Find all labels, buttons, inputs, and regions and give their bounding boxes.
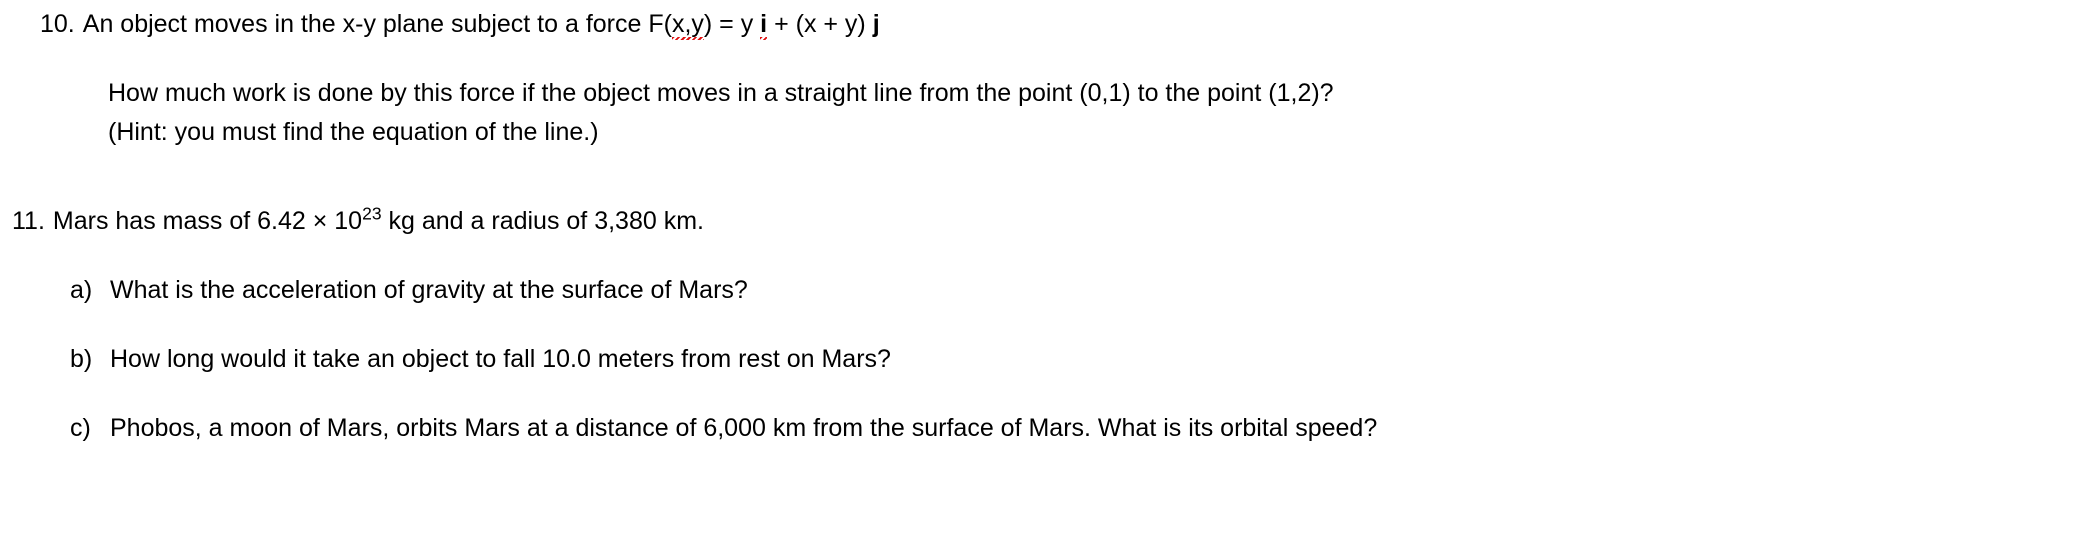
question-11a: a) What is the acceleration of gravity a…	[0, 276, 2100, 305]
document-page: 10. An object moves in the x-y plane sub…	[0, 0, 2100, 443]
vector-i: i	[760, 10, 767, 39]
exponent: 23	[362, 204, 381, 224]
part-text: Phobos, a moon of Mars, orbits Mars at a…	[110, 414, 1377, 443]
question-10-sub: How much work is done by this force if t…	[0, 79, 2100, 108]
question-10-hint: (Hint: you must find the equation of the…	[0, 118, 2100, 147]
question-10: 10. An object moves in the x-y plane sub…	[0, 10, 2100, 147]
stem-text: ) = y	[704, 10, 760, 38]
question-number: 11.	[12, 207, 53, 236]
stem-text: An object moves in the x-y plane subject…	[83, 10, 672, 38]
part-letter: c)	[70, 414, 110, 443]
squiggle-xy: x,y	[672, 10, 704, 39]
part-letter: b)	[70, 345, 110, 374]
question-11c: c) Phobos, a moon of Mars, orbits Mars a…	[0, 414, 2100, 443]
stem-text: Mars has mass of 6.42 × 10	[53, 207, 362, 235]
part-text: What is the acceleration of gravity at t…	[110, 276, 748, 305]
question-11b: b) How long would it take an object to f…	[0, 345, 2100, 374]
part-letter: a)	[70, 276, 110, 305]
part-text: How long would it take an object to fall…	[110, 345, 891, 374]
question-number: 10.	[40, 10, 83, 39]
question-text: Mars has mass of 6.42 × 1023 kg and a ra…	[53, 207, 2100, 236]
vector-j: j	[873, 10, 880, 38]
question-11: 11. Mars has mass of 6.42 × 1023 kg and …	[0, 207, 2100, 443]
question-text: An object moves in the x-y plane subject…	[83, 10, 2100, 39]
stem-text: + (x + y)	[767, 10, 873, 38]
stem-text: kg and a radius of 3,380 km.	[382, 207, 704, 235]
question-11-stem-line: 11. Mars has mass of 6.42 × 1023 kg and …	[0, 207, 2100, 236]
question-10-stem-line: 10. An object moves in the x-y plane sub…	[0, 10, 2100, 39]
